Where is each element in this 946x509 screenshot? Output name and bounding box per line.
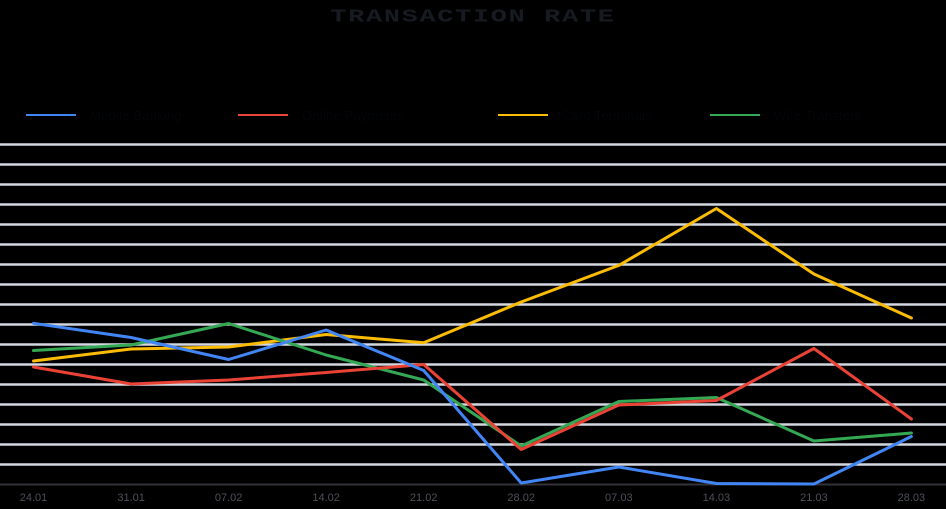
svg-text:28.02: 28.02 <box>507 492 535 504</box>
svg-text:31.01: 31.01 <box>117 492 145 504</box>
svg-text:14.02: 14.02 <box>312 492 340 504</box>
svg-text:14.03: 14.03 <box>703 492 731 504</box>
svg-text:07.03: 07.03 <box>605 492 633 504</box>
svg-text:24.01: 24.01 <box>20 492 48 504</box>
svg-text:21.03: 21.03 <box>800 492 828 504</box>
svg-text:21.02: 21.02 <box>410 492 438 504</box>
svg-text:TRANSACTION RATE: TRANSACTION RATE <box>330 6 615 27</box>
svg-text:28.03: 28.03 <box>898 492 926 504</box>
svg-text:07.02: 07.02 <box>215 492 243 504</box>
